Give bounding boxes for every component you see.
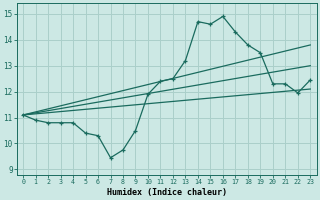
X-axis label: Humidex (Indice chaleur): Humidex (Indice chaleur) [107,188,227,197]
